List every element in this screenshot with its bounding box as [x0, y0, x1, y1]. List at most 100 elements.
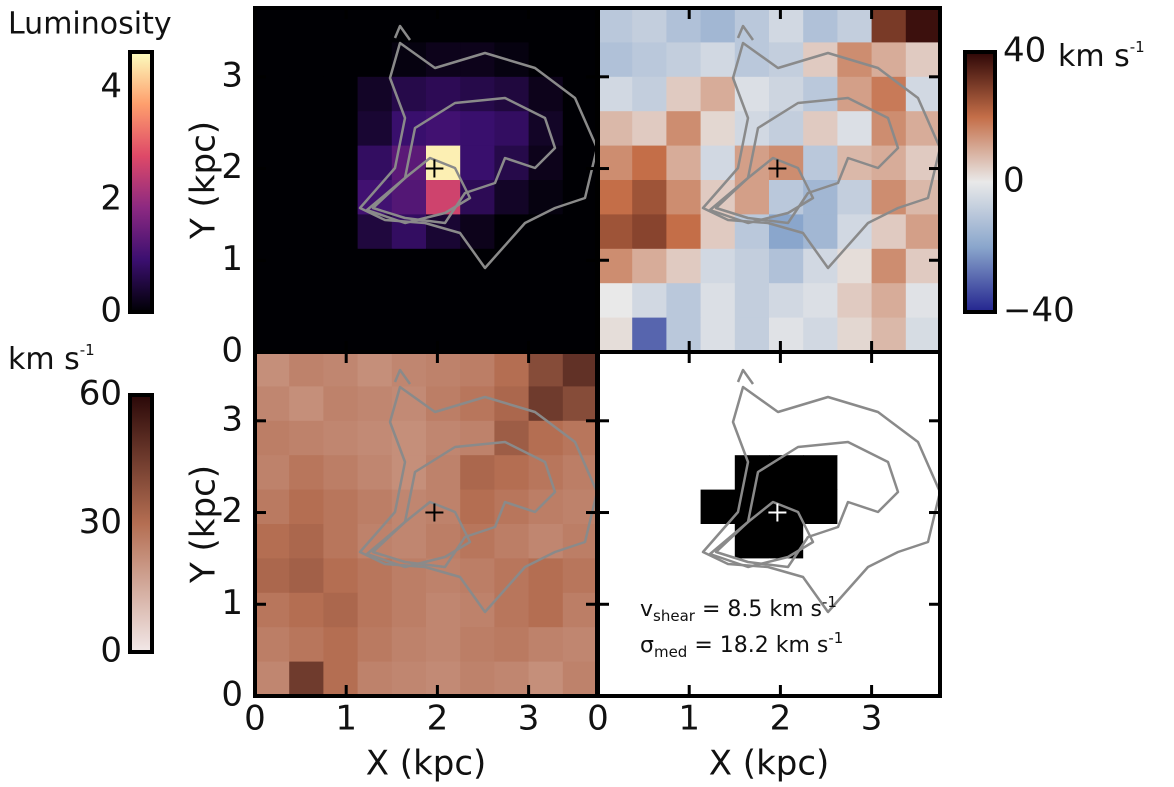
x-tick-label: 2 [427, 699, 449, 739]
map-cell [426, 592, 461, 628]
map-cell [905, 8, 941, 43]
map-cell [528, 248, 564, 284]
map-cell [426, 627, 461, 663]
map-cell [357, 248, 393, 284]
map-cell [255, 76, 290, 112]
map-cell [803, 489, 838, 525]
map-cell [528, 180, 564, 215]
map-cell [357, 352, 393, 387]
map-cell [289, 145, 324, 181]
map-cell [803, 352, 838, 387]
map-cell [700, 8, 736, 43]
annotation-part: = 8.5 km s [695, 597, 822, 622]
map-cell [905, 214, 941, 250]
map-cell [528, 524, 564, 559]
map-cell [700, 352, 736, 387]
y-tick-label: 0 [221, 675, 243, 715]
map-cell [289, 524, 324, 559]
map-cell [255, 386, 290, 422]
map-cell [562, 317, 598, 353]
colorbar-tick-label: 0 [100, 631, 122, 671]
map-cell [769, 627, 804, 663]
map-cell [528, 489, 564, 525]
map-cell [426, 420, 461, 456]
map-cell [871, 489, 907, 525]
map-cell [803, 145, 838, 181]
map-cell [528, 145, 564, 181]
map-cell [357, 76, 393, 112]
map-cell [562, 42, 598, 78]
map-cell [700, 111, 736, 147]
map-cell [598, 317, 633, 353]
map-cell [632, 111, 667, 147]
map-cell [734, 248, 770, 284]
map-cell [871, 352, 907, 387]
map-cell [871, 661, 907, 697]
map-cell [323, 661, 359, 697]
map-cell [632, 627, 667, 663]
map-cell [632, 661, 667, 697]
map-cell [357, 627, 393, 663]
map-cell [803, 627, 838, 663]
map-cell [769, 180, 804, 215]
map-cell [666, 214, 702, 250]
map-cell [666, 489, 702, 525]
map-cell [562, 524, 598, 559]
y-tick-label: 3 [221, 399, 243, 439]
map-cell [357, 455, 393, 491]
map-cell [871, 455, 907, 491]
map-cell [700, 248, 736, 284]
map-cell [803, 76, 838, 112]
map-cell [460, 455, 495, 491]
map-cell [871, 627, 907, 663]
map-cell [666, 420, 702, 456]
map-cell [700, 489, 736, 525]
map-cell [598, 558, 633, 594]
map-cell [562, 592, 598, 628]
map-cell [255, 145, 290, 181]
map-cell [871, 111, 907, 147]
map-cell [494, 592, 530, 628]
colorbar-label: km s-1 [1058, 38, 1145, 74]
map-cell [905, 455, 941, 491]
map-cell [734, 592, 770, 628]
map-cell [837, 455, 873, 491]
map-cell [289, 283, 324, 319]
map-cell [426, 352, 461, 387]
y-axis-label: Y (kpc) [184, 465, 224, 584]
map-cell [289, 592, 324, 628]
map-cell [837, 661, 873, 697]
map-cell [837, 592, 873, 628]
map-cell [905, 352, 941, 387]
map-cell [871, 42, 907, 78]
map-cell [494, 111, 530, 147]
map-cell [700, 76, 736, 112]
map-cell [700, 317, 736, 353]
map-cell [905, 524, 941, 559]
map-cell [837, 283, 873, 319]
map-cell [289, 661, 324, 697]
map-cell [391, 627, 427, 663]
map-cell [460, 352, 495, 387]
map-cell [391, 386, 427, 422]
map-cell [494, 558, 530, 594]
annotation-part: σ [640, 633, 654, 658]
map-cell [528, 111, 564, 147]
map-cell [391, 592, 427, 628]
map-cell [357, 661, 393, 697]
map-cell [700, 661, 736, 697]
colorbar [128, 393, 154, 654]
map-cell [460, 558, 495, 594]
map-cell [289, 317, 324, 353]
map-cell [357, 317, 393, 353]
map-cell [803, 420, 838, 456]
map-cell [837, 524, 873, 559]
y-tick-label: 3 [221, 55, 243, 95]
map-cell [632, 145, 667, 181]
map-cell [871, 317, 907, 353]
map-cell [666, 111, 702, 147]
map-cell [323, 76, 359, 112]
map-cell [666, 558, 702, 594]
map-cell [255, 283, 290, 319]
map-cell [837, 111, 873, 147]
